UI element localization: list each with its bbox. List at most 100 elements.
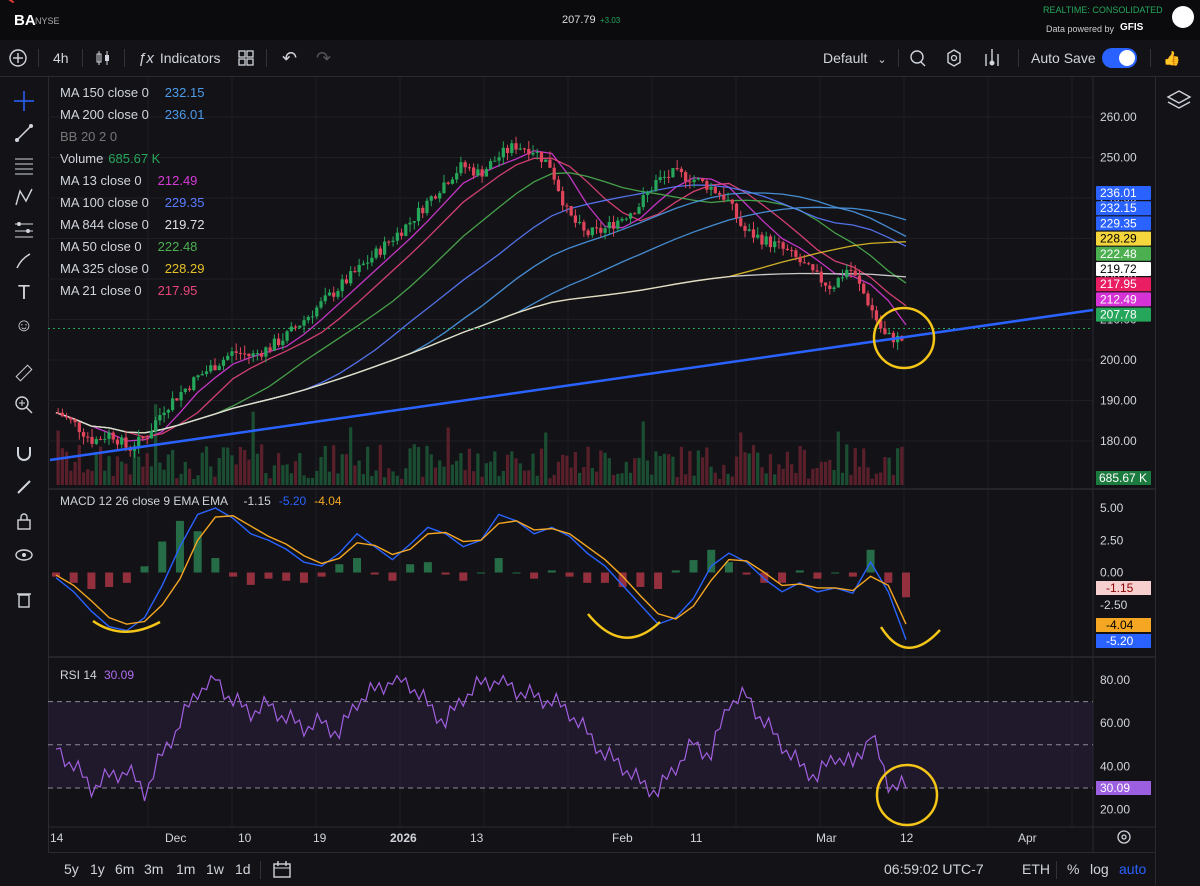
snapshot-button[interactable] [983, 40, 1001, 76]
candle-type-button[interactable] [95, 40, 111, 76]
candle-body [281, 341, 284, 345]
range-1m[interactable]: 1m [176, 853, 195, 886]
annotation-curve[interactable] [588, 614, 660, 638]
volume-bar [447, 427, 450, 485]
volume-bar [116, 456, 119, 485]
volume-bar [277, 453, 280, 485]
volume-bar [328, 472, 331, 485]
macd-histogram-bar [583, 573, 591, 583]
volume-bar [315, 471, 318, 485]
macd-histogram-bar [300, 573, 308, 583]
interval-button[interactable]: 4h [53, 40, 69, 76]
volume-bar [731, 477, 734, 485]
volume-bar [650, 475, 653, 485]
settings-button[interactable] [945, 40, 963, 76]
crosshair-icon[interactable] [12, 89, 36, 113]
eye-icon[interactable] [12, 543, 36, 567]
candle-body [527, 149, 530, 155]
candle-body [434, 196, 437, 198]
candle-body [353, 271, 356, 272]
candle-body [464, 162, 467, 167]
magnet-icon[interactable] [12, 441, 36, 465]
volume-bar [642, 421, 645, 485]
volume-bar [858, 467, 861, 485]
symbol[interactable]: BA [14, 12, 36, 29]
chart-area[interactable]: 260.00250.00240.00230.00220.00210.00200.… [48, 77, 1155, 852]
session-button[interactable]: ETH [1022, 853, 1050, 886]
candle-body [285, 331, 288, 340]
volume-bar [646, 460, 649, 485]
macd-tick-label: 5.00 [1100, 501, 1124, 515]
exchange: NYSE [35, 16, 60, 26]
top-bar: BA NYSE 207.79 +3.03 REALTIME: CONSOLIDA… [0, 0, 1200, 41]
range-1w[interactable]: 1w [206, 853, 224, 886]
macd-histogram-bar [211, 558, 219, 572]
layout-name[interactable]: Default⌄ [823, 40, 887, 76]
time-tick-label: 13 [470, 831, 484, 845]
zoom-in-icon[interactable] [12, 393, 36, 417]
candle-body [531, 153, 534, 155]
layouts-button[interactable] [238, 40, 254, 76]
volume-bar [701, 457, 704, 485]
log-toggle[interactable]: log [1090, 853, 1109, 886]
volume-bar [425, 446, 428, 485]
add-symbol-button[interactable] [8, 40, 28, 76]
quick-search-button[interactable] [909, 40, 927, 76]
candle-body [167, 410, 170, 413]
fib-icon[interactable] [12, 153, 36, 177]
range-1d[interactable]: 1d [235, 853, 251, 886]
range-1y[interactable]: 1y [90, 853, 105, 886]
macd-tick-label: -2.50 [1100, 598, 1128, 612]
bottom-bar: 5y 1y 6m 3m 1m 1w 1d 06:59:02 UTC-7 ETH … [48, 852, 1155, 886]
ruler-icon[interactable] [12, 361, 36, 385]
layers-icon[interactable] [1166, 89, 1192, 111]
trash-icon[interactable] [12, 587, 36, 611]
range-5y[interactable]: 5y [64, 853, 79, 886]
brush-icon[interactable] [12, 249, 36, 273]
volume-bar [718, 479, 721, 485]
emoji-icon[interactable]: ☺ [12, 313, 36, 337]
prediction-icon[interactable] [12, 217, 36, 241]
pattern-icon[interactable] [12, 185, 36, 209]
volume-bar [319, 457, 322, 485]
volume-bar [353, 465, 356, 485]
goto-date-icon[interactable] [272, 861, 292, 879]
volume-bar [888, 458, 891, 485]
candle-body [871, 305, 874, 310]
redo-icon[interactable]: ↷ [316, 40, 331, 76]
trendline-icon[interactable] [12, 121, 36, 145]
settings-icon[interactable] [1118, 831, 1130, 843]
pencil-lock-icon[interactable] [12, 475, 36, 499]
text-icon[interactable]: T [12, 281, 36, 305]
volume-bar [129, 474, 132, 485]
autosave-toggle[interactable] [1102, 48, 1137, 68]
volume-bar [188, 469, 191, 485]
percent-toggle[interactable]: % [1067, 853, 1079, 886]
candle-body [756, 235, 759, 238]
volume-bar [616, 474, 619, 485]
candle-body [642, 195, 645, 207]
volume-bar [476, 454, 479, 485]
volume-bar [811, 469, 814, 485]
volume-bar [345, 454, 348, 485]
volume-bar [531, 454, 534, 485]
price-axis[interactable]: 260.00250.00240.00230.00220.00210.00200.… [1096, 110, 1151, 817]
annotation-curve[interactable] [881, 627, 940, 648]
undo-icon[interactable]: ↶ [282, 40, 297, 76]
volume-bar [625, 462, 628, 485]
auto-toggle[interactable]: auto [1119, 853, 1146, 886]
lock-icon[interactable] [12, 509, 36, 533]
clock-time[interactable]: 06:59:02 UTC-7 [884, 853, 984, 886]
volume-bar [769, 454, 772, 485]
candle-body [247, 354, 250, 356]
macd-histogram-bar [743, 573, 751, 575]
range-3m[interactable]: 3m [144, 853, 163, 886]
range-6m[interactable]: 6m [115, 853, 134, 886]
chat-icon[interactable] [1172, 6, 1194, 28]
volume-bar [273, 465, 276, 485]
candle-body [849, 270, 852, 271]
candle-body [175, 398, 178, 400]
thumbs-icon[interactable]: 👍 [1163, 40, 1180, 76]
